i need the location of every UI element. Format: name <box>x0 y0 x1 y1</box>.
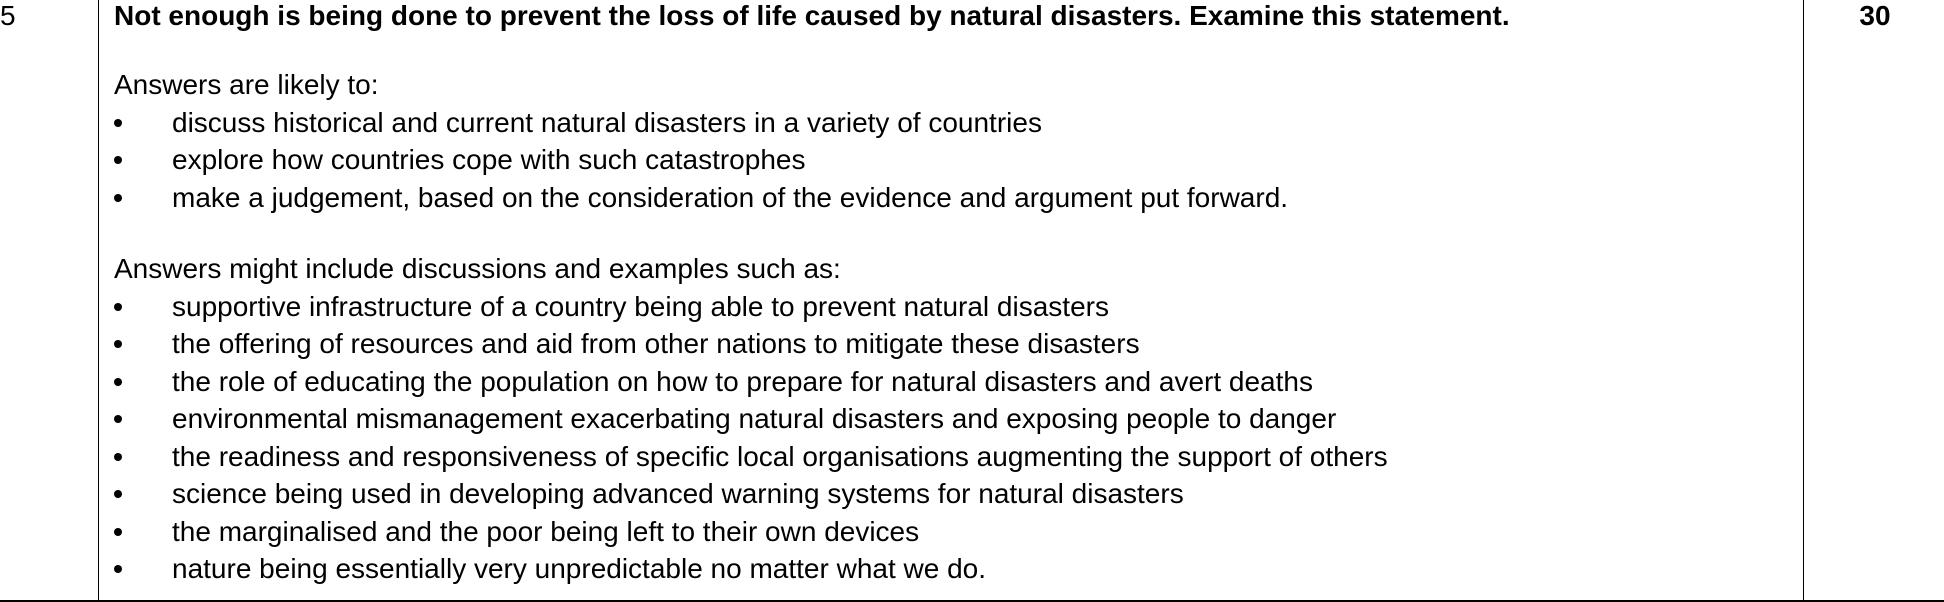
question-prompt: Not enough is being done to prevent the … <box>114 0 1510 31</box>
bullet-icon <box>114 302 122 311</box>
section-spacer <box>114 216 1794 250</box>
bullet-icon <box>114 527 122 536</box>
guidance-cell: Not enough is being done to prevent the … <box>114 0 1794 588</box>
question-marks: 30 <box>1859 0 1891 31</box>
list-item-text: make a judgement, based on the considera… <box>172 181 1289 213</box>
list-item: science being used in developing advance… <box>114 475 1794 513</box>
list-item: the offering of resources and aid from o… <box>114 325 1794 363</box>
list-item-text: environmental mismanagement exacerbating… <box>172 403 1337 434</box>
bullet-icon <box>114 377 122 386</box>
include-list: supportive infrastructure of a country b… <box>114 288 1794 588</box>
list-item-text: the readiness and responsiveness of spec… <box>172 440 1388 472</box>
list-item: the role of educating the population on … <box>114 363 1794 401</box>
list-item: make a judgement, based on the considera… <box>114 179 1794 217</box>
list-item-text: the marginalised and the poor being left… <box>172 515 920 547</box>
question-number: 5 <box>0 0 16 31</box>
list-item: explore how countries cope with such cat… <box>114 141 1794 179</box>
bullet-icon <box>114 118 122 127</box>
likely-intro: Answers are likely to: <box>114 69 379 100</box>
list-item-text: nature being essentially very unpredicta… <box>172 553 987 584</box>
list-item-text: the offering of resources and aid from o… <box>172 328 1140 359</box>
bullet-icon <box>114 156 122 164</box>
list-item: supportive infrastructure of a country b… <box>114 288 1794 326</box>
bullet-icon <box>114 565 122 573</box>
list-item: nature being essentially very unpredicta… <box>114 550 1794 588</box>
list-item: discuss historical and current natural d… <box>114 104 1794 142</box>
list-item: environmental mismanagement exacerbating… <box>114 400 1794 438</box>
list-item-text: the role of educating the population on … <box>172 365 1313 397</box>
bullet-icon <box>114 452 122 461</box>
column-divider-left <box>98 0 99 600</box>
list-item-text: supportive infrastructure of a country b… <box>172 290 1109 322</box>
column-divider-right <box>1803 0 1804 600</box>
list-item-text: explore how countries cope with such cat… <box>172 144 806 175</box>
list-item-text: science being used in developing advance… <box>172 478 1184 509</box>
bullet-icon <box>114 340 122 348</box>
list-item: the marginalised and the poor being left… <box>114 513 1794 551</box>
bullet-icon <box>114 193 122 202</box>
bullet-icon <box>114 415 122 423</box>
list-item: the readiness and responsiveness of spec… <box>114 438 1794 476</box>
bullet-icon <box>114 490 122 498</box>
likely-list: discuss historical and current natural d… <box>114 104 1794 217</box>
include-intro: Answers might include discussions and ex… <box>114 253 841 284</box>
list-item-text: discuss historical and current natural d… <box>172 106 1042 138</box>
